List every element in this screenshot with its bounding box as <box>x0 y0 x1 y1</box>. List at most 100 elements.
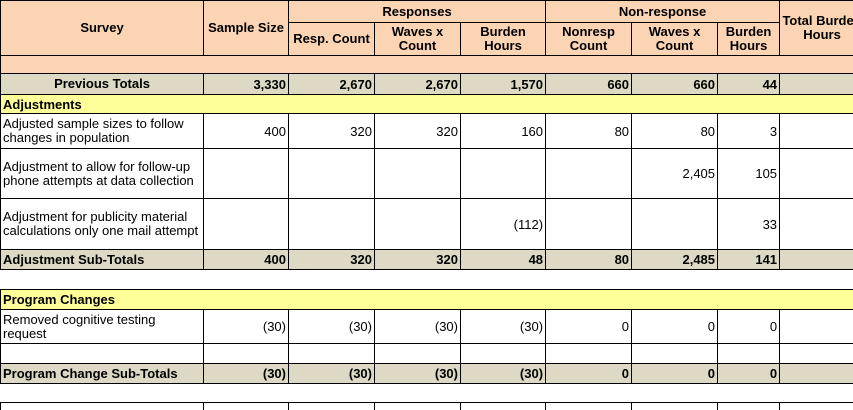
cell: 0 <box>717 363 781 384</box>
cell <box>203 198 289 250</box>
header-cell: Responses <box>287 0 547 23</box>
cell <box>374 402 461 410</box>
cell: 44 <box>717 73 781 95</box>
cell: Adjustment for publicity material calcul… <box>0 198 204 250</box>
row: Adjustment to allow for follow-up phone … <box>0 148 853 199</box>
cell: 320 <box>374 113 461 149</box>
cell <box>460 269 546 290</box>
cell: 3 <box>717 113 781 149</box>
cell: (30) <box>779 309 853 344</box>
cell <box>631 269 718 290</box>
header-cell: Waves x Count <box>374 22 461 56</box>
cell: (30) <box>374 309 461 344</box>
cell <box>0 402 204 410</box>
cell <box>459 148 547 199</box>
cell <box>779 383 853 403</box>
row: Adjustment Sub-Totals 400 320 320 48 80 2,485 1… <box>0 249 853 270</box>
cell: 80 <box>545 113 633 149</box>
cell <box>779 269 853 290</box>
row: Program Changes <box>0 289 853 310</box>
header-cell: Total Burden Hours <box>779 0 853 56</box>
header-cell: Burden Hours <box>459 22 547 56</box>
cell <box>545 383 632 403</box>
cell: 320 <box>374 249 461 270</box>
cell: 33 <box>717 198 781 250</box>
cell <box>288 269 375 290</box>
row: Adjustment for publicity material calcul… <box>0 198 853 250</box>
header-cell: Burden Hours <box>717 22 781 56</box>
row <box>0 383 853 403</box>
cell: 0 <box>545 309 633 344</box>
cell <box>631 383 718 403</box>
cell <box>203 148 289 199</box>
cell: 0 <box>631 309 719 344</box>
cell <box>779 343 853 364</box>
cell: Removed cognitive testing request <box>0 309 204 344</box>
cell: (30) <box>374 363 461 384</box>
header-cell: Survey <box>0 0 204 56</box>
row <box>0 343 853 364</box>
cell <box>631 402 719 410</box>
cell: 105 <box>779 148 853 199</box>
header-cell: Resp. Count <box>288 22 375 56</box>
cell <box>0 383 204 403</box>
cell <box>203 383 289 403</box>
cell: Adjustments <box>0 94 853 114</box>
cell: 2,670 <box>374 73 461 95</box>
cell: Adjusted sample sizes to follow changes … <box>0 113 204 149</box>
cell <box>717 343 781 364</box>
cell: Adjustment to allow for follow-up phone … <box>0 148 204 199</box>
row: Removed cognitive testing request (30) (30… <box>0 309 853 344</box>
cell <box>288 148 375 199</box>
cell <box>0 343 204 364</box>
cell: (30) <box>779 363 853 384</box>
cell: (30) <box>288 363 375 384</box>
cell: (30) <box>203 309 289 344</box>
cell: 320 <box>288 113 375 149</box>
cell: 320 <box>288 249 375 270</box>
cell: 1,614 <box>779 73 853 95</box>
header-cell: Waves x Count <box>631 22 719 56</box>
cell: 189 <box>779 249 853 270</box>
cell <box>717 383 780 403</box>
header-text: Total Burden Hours <box>782 13 853 42</box>
cell: 2,485 <box>631 249 719 270</box>
cell <box>545 343 633 364</box>
table-body: Previous Totals 3,330 2,670 2,670 1,570 660 66… <box>0 55 853 410</box>
cell <box>374 383 461 403</box>
row: Adjustments <box>0 94 853 114</box>
cell <box>0 269 204 290</box>
cell: 80 <box>545 249 633 270</box>
cell: (30) <box>288 309 375 344</box>
cell <box>374 148 461 199</box>
cell <box>545 269 632 290</box>
cell <box>545 402 633 410</box>
cell <box>374 269 461 290</box>
cell: 2,670 <box>288 73 375 95</box>
header-cell: Nonresp Count <box>545 22 633 56</box>
cell: 163 <box>779 113 853 149</box>
row: Adjusted sample sizes to follow changes … <box>0 113 853 149</box>
cell <box>717 269 780 290</box>
cell <box>374 343 461 364</box>
cell: (112) <box>459 198 547 250</box>
header-cell: Non-response <box>545 0 781 23</box>
cell <box>717 402 781 410</box>
cell: 400 <box>203 249 289 270</box>
cell: 0 <box>631 363 719 384</box>
cell: 3,330 <box>203 73 289 95</box>
cell: (30) <box>459 363 547 384</box>
cell: 2,405 <box>631 148 719 199</box>
cell <box>459 343 547 364</box>
cell: 400 <box>203 113 289 149</box>
header-cell: Sample Size <box>203 0 289 56</box>
cell <box>203 269 289 290</box>
row: Program Change Sub-Totals (30) (30) (30) (30… <box>0 363 853 384</box>
cell: 105 <box>717 148 781 199</box>
cell: 80 <box>631 113 719 149</box>
cell: 0 <box>545 363 633 384</box>
cell <box>460 383 546 403</box>
cell: 0 <box>717 309 781 344</box>
